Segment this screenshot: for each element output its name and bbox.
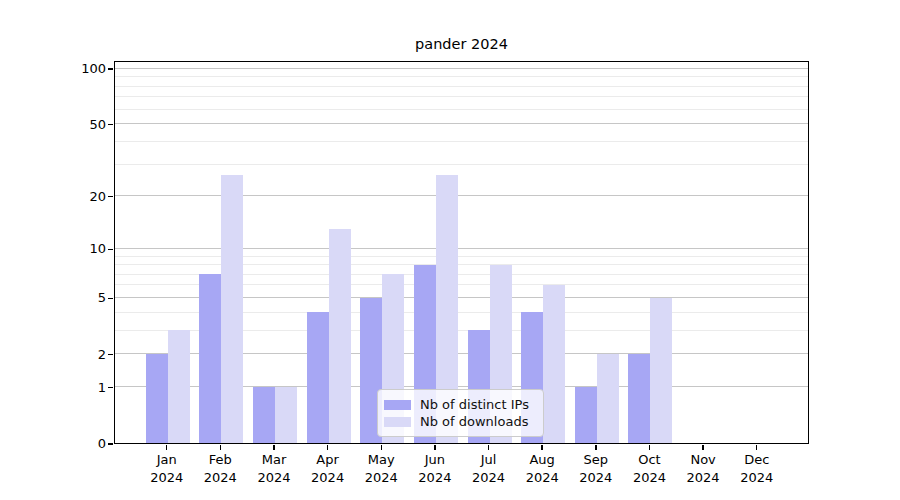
legend: Nb of distinct IPs Nb of downloads bbox=[377, 389, 544, 437]
bar-oct-distinct-ips bbox=[628, 354, 650, 443]
x-tick-label-dec: Dec2024 bbox=[722, 451, 792, 487]
y-tick-mark bbox=[108, 387, 113, 388]
x-tick-mark bbox=[488, 445, 489, 450]
bar-mar-downloads bbox=[275, 387, 297, 443]
y-tick-mark bbox=[108, 443, 113, 444]
x-tick-mark bbox=[541, 445, 542, 450]
bar-oct-downloads bbox=[650, 298, 672, 444]
y-tick-label-10: 10 bbox=[30, 242, 106, 255]
x-tick-mark bbox=[381, 445, 382, 450]
legend-item-distinct-ips: Nb of distinct IPs bbox=[384, 396, 536, 413]
y-tick-label-2: 2 bbox=[30, 348, 106, 361]
bar-feb-downloads bbox=[221, 175, 243, 443]
gridline-major bbox=[115, 248, 808, 249]
x-tick-mark bbox=[220, 445, 221, 450]
gridline-minor bbox=[115, 109, 808, 110]
chart-title: pander 2024 bbox=[114, 36, 809, 52]
bar-feb-distinct-ips bbox=[199, 274, 221, 443]
y-tick-mark bbox=[108, 68, 113, 69]
bar-sep-downloads bbox=[597, 354, 619, 443]
bar-mar-distinct-ips bbox=[253, 387, 275, 443]
gridline-minor bbox=[115, 96, 808, 97]
x-tick-mark bbox=[166, 445, 167, 450]
gridline-minor bbox=[115, 76, 808, 77]
gridline-minor bbox=[115, 164, 808, 165]
gridline-major bbox=[115, 68, 808, 69]
y-tick-label-100: 100 bbox=[30, 62, 106, 75]
x-tick-mark bbox=[327, 445, 328, 450]
bar-jan-downloads bbox=[168, 330, 190, 443]
y-tick-label-50: 50 bbox=[30, 118, 106, 131]
y-tick-mark bbox=[108, 354, 113, 355]
legend-swatch-downloads bbox=[384, 417, 411, 427]
gridline-minor bbox=[115, 86, 808, 87]
legend-item-downloads: Nb of downloads bbox=[384, 413, 536, 430]
x-tick-mark bbox=[595, 445, 596, 450]
y-tick-label-20: 20 bbox=[30, 190, 106, 203]
gridline-major bbox=[115, 123, 808, 124]
x-tick-mark bbox=[649, 445, 650, 450]
y-tick-mark bbox=[108, 196, 113, 197]
y-tick-label-0: 0 bbox=[30, 437, 106, 450]
gridline-minor bbox=[115, 264, 808, 265]
y-tick-mark bbox=[108, 124, 113, 125]
gridline-minor bbox=[115, 256, 808, 257]
gridline-major bbox=[115, 195, 808, 196]
bar-sep-distinct-ips bbox=[575, 387, 597, 443]
bar-aug-downloads bbox=[543, 285, 565, 443]
bar-jan-distinct-ips bbox=[146, 354, 168, 443]
chart-figure: pander 2024 0125102050100Jan2024Feb2024M… bbox=[0, 0, 900, 500]
x-tick-mark bbox=[273, 445, 274, 450]
x-tick-mark bbox=[702, 445, 703, 450]
gridline-minor bbox=[115, 141, 808, 142]
y-tick-mark bbox=[108, 298, 113, 299]
y-tick-label-5: 5 bbox=[30, 291, 106, 304]
legend-label-distinct-ips: Nb of distinct IPs bbox=[420, 397, 529, 412]
bar-apr-distinct-ips bbox=[307, 312, 329, 443]
x-tick-mark bbox=[434, 445, 435, 450]
x-tick-mark bbox=[756, 445, 757, 450]
y-tick-label-1: 1 bbox=[30, 381, 106, 394]
plot-area bbox=[114, 61, 809, 444]
bar-apr-downloads bbox=[329, 229, 351, 443]
legend-label-downloads: Nb of downloads bbox=[420, 414, 528, 429]
legend-swatch-distinct-ips bbox=[384, 400, 411, 410]
y-tick-mark bbox=[108, 249, 113, 250]
